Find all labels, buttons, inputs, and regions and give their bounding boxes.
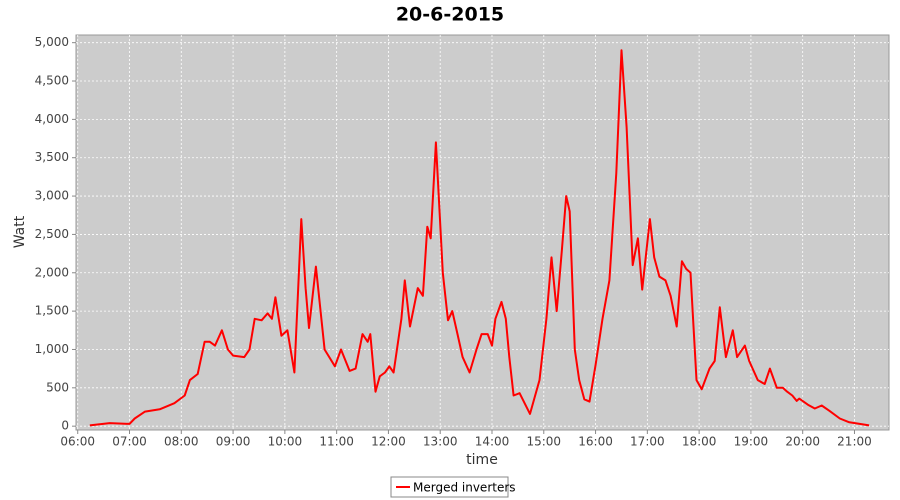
x-tick-label: 06:00: [60, 435, 95, 449]
x-tick-label: 17:00: [630, 435, 665, 449]
y-tick-label: 2,500: [35, 227, 69, 241]
y-axis-label: Watt: [12, 215, 28, 248]
x-tick-label: 10:00: [268, 435, 303, 449]
x-tick-label: 09:00: [216, 435, 251, 449]
x-tick-label: 07:00: [112, 435, 147, 449]
legend-label: Merged inverters: [413, 481, 516, 495]
x-tick-label: 08:00: [164, 435, 199, 449]
x-axis-label: time: [466, 452, 498, 468]
x-tick-label: 13:00: [423, 435, 458, 449]
x-tick-label: 18:00: [682, 435, 717, 449]
y-tick-label: 500: [46, 380, 69, 394]
x-tick-label: 11:00: [319, 435, 354, 449]
y-tick-label: 3,500: [35, 150, 69, 164]
x-tick-label: 12:00: [371, 435, 406, 449]
data-line: [89, 49, 870, 427]
y-tick-label: 0: [61, 419, 69, 433]
y-tick-label: 1,500: [35, 304, 69, 318]
chart-title: 20-6-2015: [396, 4, 504, 26]
x-tick-label: 21:00: [837, 435, 872, 449]
x-tick-label: 14:00: [475, 435, 510, 449]
x-tick-label: 19:00: [734, 435, 769, 449]
x-tick-label: 15:00: [526, 435, 561, 449]
y-tick-label: 3,000: [35, 189, 69, 203]
x-tick-label: 20:00: [785, 435, 820, 449]
y-tick-label: 4,000: [35, 112, 69, 126]
y-tick-label: 1,000: [35, 342, 69, 356]
y-tick-label: 5,000: [35, 35, 69, 49]
legend: Merged inverters: [390, 476, 516, 498]
x-tick-label: 16:00: [578, 435, 613, 449]
y-tick-label: 2,000: [35, 265, 69, 279]
legend-box: [390, 476, 509, 498]
plot-area: [75, 34, 890, 431]
y-tick-label: 4,500: [35, 74, 69, 88]
